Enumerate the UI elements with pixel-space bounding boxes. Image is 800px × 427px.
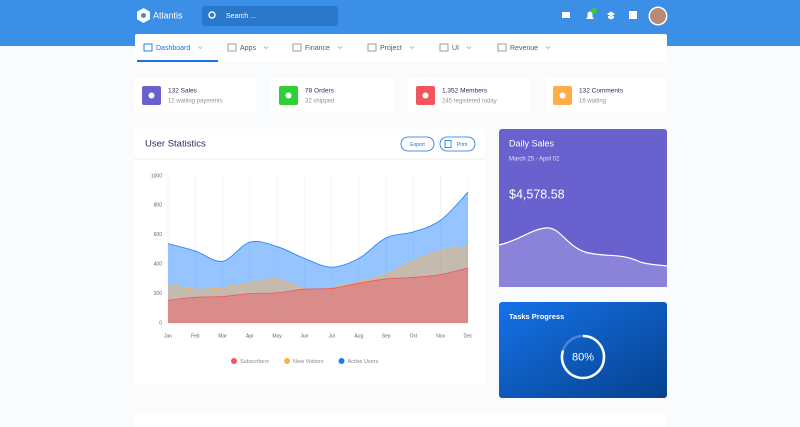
area (168, 192, 468, 323)
y-tick-label: 800 (154, 203, 163, 209)
nav-icon[interactable] (439, 43, 449, 52)
stat-card (271, 78, 393, 113)
x-tick-label: Apr (246, 333, 254, 339)
daily-sales-period: March 25 - April 02 (509, 157, 560, 163)
nav-chevron (263, 46, 269, 50)
stat-title: 132 Comments (579, 88, 624, 95)
line (167, 191, 469, 268)
search-icon (208, 11, 216, 19)
y-tick-label: 1000 (151, 173, 162, 179)
brand[interactable]: Atlantis (153, 10, 183, 20)
sales-wave (499, 227, 667, 287)
bottom-card (134, 413, 667, 427)
nav-item[interactable]: Apps (240, 45, 256, 52)
export-label[interactable]: Export (410, 142, 425, 148)
x-tick-label: Aug (354, 333, 363, 339)
stat-card (134, 78, 256, 113)
nav-bar (135, 34, 667, 62)
nav-icon[interactable] (497, 43, 507, 52)
legend-dot (231, 358, 237, 364)
nav-icon[interactable] (367, 43, 377, 52)
stat-title: 132 Sales (168, 88, 198, 95)
x-tick-label: Feb (191, 333, 200, 339)
notify-badge (591, 8, 597, 14)
y-tick-label: 600 (154, 232, 163, 238)
nav-item[interactable]: Finance (305, 45, 330, 52)
tasks-card (499, 302, 667, 398)
grid-icon[interactable] (629, 11, 637, 19)
area (168, 246, 468, 323)
bell-icon[interactable] (586, 11, 594, 20)
print-icon (444, 140, 452, 148)
nav-item[interactable]: Revenue (510, 45, 538, 52)
stat-subtitle: 16 waiting (579, 99, 606, 105)
stat-subtitle: 32 shipped (305, 99, 334, 105)
search-placeholder: Search ... (226, 13, 256, 20)
legend-dot (284, 358, 291, 364)
x-tick-label: Jan (164, 333, 172, 339)
stat-title: 78 Orders (305, 88, 335, 95)
line (167, 267, 469, 301)
card-title: User Statistics (145, 139, 206, 150)
y-tick-label: 0 (159, 320, 162, 326)
legend-label[interactable]: Subscribers (240, 359, 269, 365)
stat-subtitle: 12 waiting payments (168, 99, 223, 105)
nav-item[interactable]: Project (380, 45, 402, 52)
nav-icon[interactable] (143, 43, 153, 52)
nav-item[interactable]: UI (452, 45, 459, 52)
legend-label[interactable]: Active Users (348, 359, 379, 365)
stat-subtitle: 245 registered today (442, 99, 497, 105)
x-tick-label: Dec (464, 333, 473, 339)
logo-dot (141, 13, 146, 18)
y-tick-label: 400 (154, 262, 163, 268)
nav-icon[interactable] (227, 43, 237, 52)
area (168, 267, 468, 323)
nav-chevron (466, 46, 472, 50)
nav-item[interactable]: Dashboard (156, 45, 190, 52)
x-tick-label: Nov (436, 333, 445, 339)
stat-card (545, 78, 667, 113)
search-box[interactable] (202, 6, 338, 26)
mail-icon[interactable] (562, 12, 570, 18)
line (167, 246, 469, 291)
nav-chevron (545, 46, 551, 50)
stat-card (408, 78, 530, 113)
print-label[interactable]: Print (457, 142, 468, 148)
x-tick-label: Mar (218, 333, 227, 339)
tasks-title: Tasks Progress (509, 312, 564, 321)
stat-title: 1,352 Members (442, 88, 488, 95)
nav-chevron (409, 46, 415, 50)
x-tick-label: Jun (300, 333, 308, 339)
nav-chevron (337, 46, 343, 50)
stat-glyph (422, 92, 429, 99)
y-tick-label: 200 (154, 291, 163, 297)
daily-sales-amount: $4,578.58 (509, 187, 565, 201)
stat-glyph (559, 92, 566, 99)
daily-sales-title: Daily Sales (509, 138, 555, 148)
x-tick-label: Sep (382, 333, 391, 339)
progress-arc (560, 334, 606, 380)
x-tick-label: May (272, 333, 282, 339)
avatar (650, 8, 666, 24)
nav-icon[interactable] (292, 43, 302, 52)
x-tick-label: Oct (410, 333, 418, 339)
nav-active (137, 60, 218, 62)
card (134, 129, 485, 385)
sales-line (498, 227, 668, 267)
legend-dot (338, 358, 345, 364)
tasks-value: 80% (572, 351, 594, 363)
legend-label[interactable]: New Visitors (293, 359, 324, 365)
layers-icon[interactable] (607, 11, 615, 20)
stat-glyph (148, 92, 155, 99)
export-button[interactable] (400, 136, 435, 152)
nav-chevron (197, 46, 203, 50)
stat-glyph (285, 92, 292, 99)
x-tick-label: Jul (328, 333, 334, 339)
